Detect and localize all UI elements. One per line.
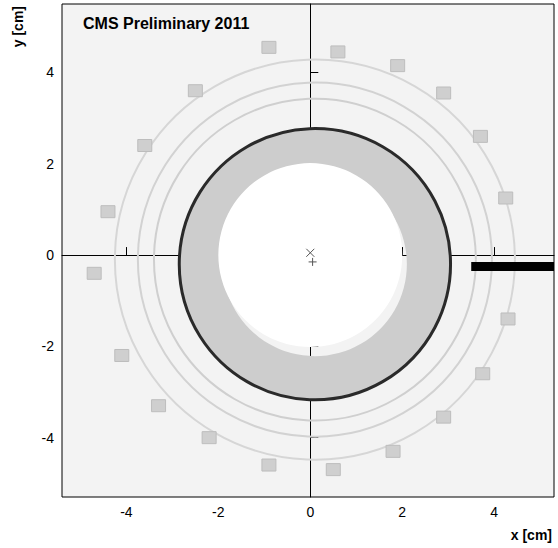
svg-text:-4: -4	[120, 504, 133, 520]
svg-text:-2: -2	[212, 504, 225, 520]
svg-text:-4: -4	[42, 430, 55, 446]
svg-text:2: 2	[46, 156, 54, 172]
svg-text:y [cm]: y [cm]	[10, 6, 26, 47]
svg-text:0: 0	[46, 247, 54, 263]
svg-text:-2: -2	[42, 338, 55, 354]
svg-text:0: 0	[306, 504, 314, 520]
svg-text:4: 4	[490, 504, 498, 520]
svg-text:4: 4	[46, 64, 54, 80]
svg-text:x [cm]: x [cm]	[511, 527, 552, 543]
svg-text:2: 2	[398, 504, 406, 520]
svg-text:CMS Preliminary 2011: CMS Preliminary 2011	[83, 15, 249, 32]
